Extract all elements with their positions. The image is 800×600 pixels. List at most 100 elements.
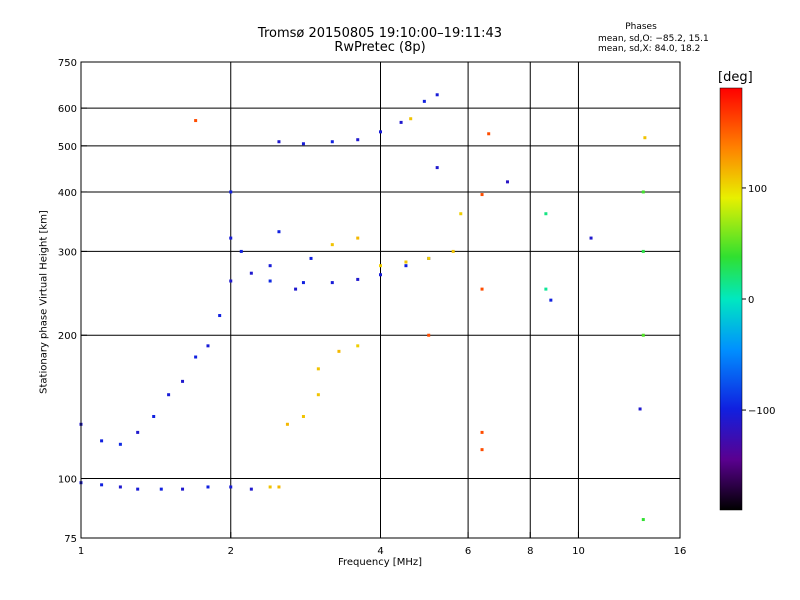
colorbar-unit-label: [deg] xyxy=(718,70,753,85)
plot-grid xyxy=(81,62,680,538)
data-point xyxy=(356,344,360,348)
x-tick-label: 1 xyxy=(78,546,84,557)
data-point xyxy=(356,236,360,240)
data-point xyxy=(268,279,272,283)
data-point xyxy=(206,485,210,489)
colorbar-ticks: 100 0 −100 xyxy=(742,184,775,417)
data-point xyxy=(301,281,305,285)
phase-colorbar xyxy=(719,87,743,511)
data-points xyxy=(79,93,647,522)
x-axis-label: Frequency [MHz] xyxy=(337,557,423,568)
data-point xyxy=(427,256,431,260)
colorbar-tick-label: −100 xyxy=(748,406,775,417)
y-tick-label: 100 xyxy=(58,475,77,486)
data-point xyxy=(301,414,305,418)
data-point xyxy=(229,279,233,283)
data-point xyxy=(435,166,439,170)
data-point xyxy=(301,142,305,146)
data-point xyxy=(100,439,104,443)
phase-summary-title: Phases xyxy=(625,22,657,32)
data-point xyxy=(480,448,484,452)
data-point xyxy=(641,333,645,337)
data-point xyxy=(427,333,431,337)
data-point xyxy=(316,367,320,371)
data-point xyxy=(379,273,382,277)
y-tick-label: 300 xyxy=(58,247,77,258)
data-point xyxy=(379,130,382,134)
data-point xyxy=(641,249,645,253)
data-point xyxy=(544,287,548,291)
x-tick-label: 10 xyxy=(572,546,585,557)
data-point xyxy=(277,485,281,489)
data-point xyxy=(136,487,140,491)
data-point xyxy=(638,407,642,411)
data-point xyxy=(641,190,645,194)
data-point xyxy=(643,136,647,140)
x-axis-ticks: 1 2 4 6 8 10 16 xyxy=(78,532,687,557)
data-point xyxy=(268,485,272,489)
data-point xyxy=(136,430,140,434)
data-point xyxy=(239,249,243,253)
data-point xyxy=(480,430,484,434)
y-tick-label: 400 xyxy=(58,188,77,199)
chart-title: Tromsø 20150805 19:10:00–19:11:43 xyxy=(257,26,503,41)
data-point xyxy=(118,485,122,489)
data-point xyxy=(356,138,360,142)
colorbar-tick-label: 0 xyxy=(748,295,754,306)
data-point xyxy=(206,344,210,348)
data-point xyxy=(229,190,233,194)
data-point xyxy=(409,117,413,121)
y-tick-label: 500 xyxy=(58,142,77,153)
data-point xyxy=(249,271,253,275)
colorbar-tick-label: 100 xyxy=(748,184,767,195)
data-point xyxy=(641,518,645,522)
data-point xyxy=(589,236,593,240)
data-point xyxy=(379,264,382,268)
data-point xyxy=(480,193,484,197)
y-axis-ticks: 75 100 200 300 400 500 600 750 xyxy=(58,58,87,545)
data-point xyxy=(309,256,313,260)
data-point xyxy=(181,379,185,383)
data-point xyxy=(337,349,341,353)
data-point xyxy=(435,93,439,97)
phase-summary-x: mean, sd,X: 84.0, 18.2 xyxy=(598,44,701,54)
x-tick-label: 2 xyxy=(228,546,234,557)
data-point xyxy=(229,485,233,489)
data-point xyxy=(285,422,289,426)
data-point xyxy=(167,393,171,397)
data-point xyxy=(404,260,408,264)
data-point xyxy=(487,132,491,136)
data-point xyxy=(100,483,104,487)
x-tick-label: 6 xyxy=(465,546,471,557)
data-point xyxy=(229,236,233,240)
y-tick-label: 600 xyxy=(58,104,77,115)
y-tick-label: 750 xyxy=(58,58,77,69)
data-point xyxy=(505,180,509,184)
data-point xyxy=(159,487,163,491)
phase-summary-o: mean, sd,O: −85.2, 15.1 xyxy=(598,34,709,44)
data-point xyxy=(194,119,198,123)
data-point xyxy=(277,140,281,144)
data-point xyxy=(422,99,426,103)
x-tick-label: 8 xyxy=(527,546,533,557)
data-point xyxy=(404,264,408,268)
data-point xyxy=(316,393,320,397)
data-point xyxy=(330,140,334,144)
data-point xyxy=(194,355,198,359)
data-point xyxy=(152,414,156,418)
x-tick-label: 4 xyxy=(377,546,383,557)
data-point xyxy=(356,277,360,281)
y-tick-label: 200 xyxy=(58,331,77,342)
data-point xyxy=(277,230,281,234)
data-point xyxy=(399,120,403,124)
data-point xyxy=(549,298,553,302)
data-point xyxy=(480,287,484,291)
data-point xyxy=(330,281,334,285)
data-point xyxy=(294,287,298,291)
data-point xyxy=(459,212,463,216)
chart-subtitle: RwPretec (8p) xyxy=(334,40,426,55)
x-tick-label: 16 xyxy=(674,546,687,557)
data-point xyxy=(268,264,272,268)
data-point xyxy=(330,243,334,247)
